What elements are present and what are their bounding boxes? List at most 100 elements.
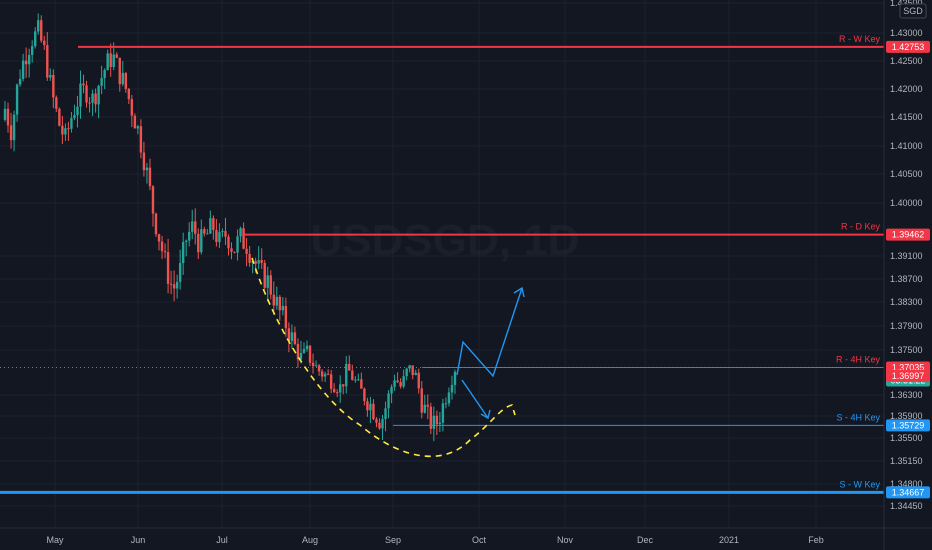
candle-body xyxy=(181,241,185,264)
candle-body xyxy=(212,218,215,230)
candle-body xyxy=(284,305,288,329)
candle-body xyxy=(453,371,457,385)
candle-body xyxy=(106,53,109,71)
candle-body xyxy=(348,363,351,371)
time-axis[interactable]: May Jun Jul Aug Sep Oct Nov Dec 2021 Feb xyxy=(0,527,932,545)
prev-price-tag xyxy=(886,369,930,382)
y-tick-label: 1.38300 xyxy=(890,297,923,307)
price-axis[interactable]: 1.435001.430001.425001.420001.415001.410… xyxy=(883,0,927,550)
candle-body xyxy=(381,419,384,429)
key-levels[interactable]: R - W Key R - D Key R - 4H Key S - 4H Key S … xyxy=(0,34,884,494)
candle-body xyxy=(278,296,282,311)
candle-body xyxy=(269,275,272,295)
candle-body xyxy=(160,241,164,252)
candle-body xyxy=(12,114,16,141)
candle-body xyxy=(233,251,236,253)
candle-body xyxy=(372,403,375,420)
candle-body xyxy=(100,77,103,86)
candle-body xyxy=(323,373,327,377)
candle-body xyxy=(37,20,40,32)
candle-body xyxy=(40,20,43,41)
candle-body xyxy=(305,345,309,350)
level-price-tag xyxy=(886,228,930,241)
candle-body xyxy=(88,102,91,104)
candle-body xyxy=(326,373,330,375)
y-tick-label: 1.37900 xyxy=(890,321,923,331)
candle-body xyxy=(444,403,448,405)
x-tick-label: Nov xyxy=(557,535,574,545)
candle-body xyxy=(3,108,7,120)
prev-price-text: 1.36997 xyxy=(892,371,925,381)
y-tick-label: 1.39100 xyxy=(890,251,923,261)
x-tick-label: Sep xyxy=(385,535,401,545)
level-label: R - 4H Key xyxy=(836,354,881,364)
candle-body xyxy=(191,221,194,232)
y-tick-label: 1.35150 xyxy=(890,456,923,466)
candle-body xyxy=(311,362,315,367)
candle-body xyxy=(64,128,67,135)
x-tick-label: Dec xyxy=(637,535,654,545)
y-tick-label: 1.42000 xyxy=(890,84,923,94)
candle-body xyxy=(185,240,188,242)
y-tick-label: 1.40500 xyxy=(890,169,923,179)
candle-body xyxy=(215,229,218,243)
level-price-tag-text: 1.37035 xyxy=(892,362,925,372)
candle-body xyxy=(299,352,303,360)
candle-body xyxy=(342,384,345,387)
candle-body xyxy=(357,379,360,381)
arrow-head-down xyxy=(480,409,491,420)
candle-body xyxy=(287,328,291,341)
level-label: S - 4H Key xyxy=(836,412,880,422)
candle-body xyxy=(363,388,366,402)
candle-body xyxy=(79,83,82,107)
candle-body xyxy=(43,40,46,46)
x-tick-label: Jul xyxy=(216,535,228,545)
level-label: R - W Key xyxy=(839,34,881,44)
candle-body xyxy=(24,60,28,65)
candle-body xyxy=(354,379,357,381)
candle-body xyxy=(230,248,233,252)
candle-body xyxy=(85,85,88,103)
candle-body xyxy=(245,248,248,254)
candle-body xyxy=(115,54,118,58)
candle-body xyxy=(336,392,339,394)
pullback-arrow xyxy=(461,379,489,419)
candle-body xyxy=(169,283,173,285)
candle-body xyxy=(27,54,31,65)
candle-body xyxy=(378,422,381,429)
candle-body xyxy=(438,422,442,425)
candle-body xyxy=(157,234,161,242)
candle-body xyxy=(423,404,426,413)
candle-body xyxy=(145,167,149,171)
price-tags: 1.427531.394621.370351.357291.3466703:51… xyxy=(886,40,930,499)
candle-body xyxy=(432,415,436,429)
candle-body xyxy=(339,384,342,393)
candle-body xyxy=(417,372,420,389)
level-label: S - W Key xyxy=(839,479,880,489)
y-tick-label: 1.36300 xyxy=(890,390,923,400)
level-price-tag xyxy=(886,40,930,53)
candle-body xyxy=(248,253,251,263)
candle-body xyxy=(332,388,336,393)
candle-body xyxy=(118,57,121,85)
candle-body xyxy=(142,152,146,171)
candle-body xyxy=(447,392,451,404)
candle-body xyxy=(293,332,297,345)
candle-body xyxy=(239,228,242,237)
candle-body xyxy=(9,125,13,141)
candle-body xyxy=(345,363,348,387)
candle-body xyxy=(257,259,260,264)
x-tick-label: 2021 xyxy=(719,535,739,545)
candle-body xyxy=(396,380,399,383)
candle-body xyxy=(70,118,73,129)
candle-body xyxy=(296,344,300,360)
candle-body xyxy=(402,376,405,387)
level-price-tag-text: 1.39462 xyxy=(892,230,925,240)
candle-body xyxy=(290,332,294,341)
candle-body xyxy=(399,382,402,387)
candle-body xyxy=(166,252,170,284)
candle-body xyxy=(97,85,100,105)
